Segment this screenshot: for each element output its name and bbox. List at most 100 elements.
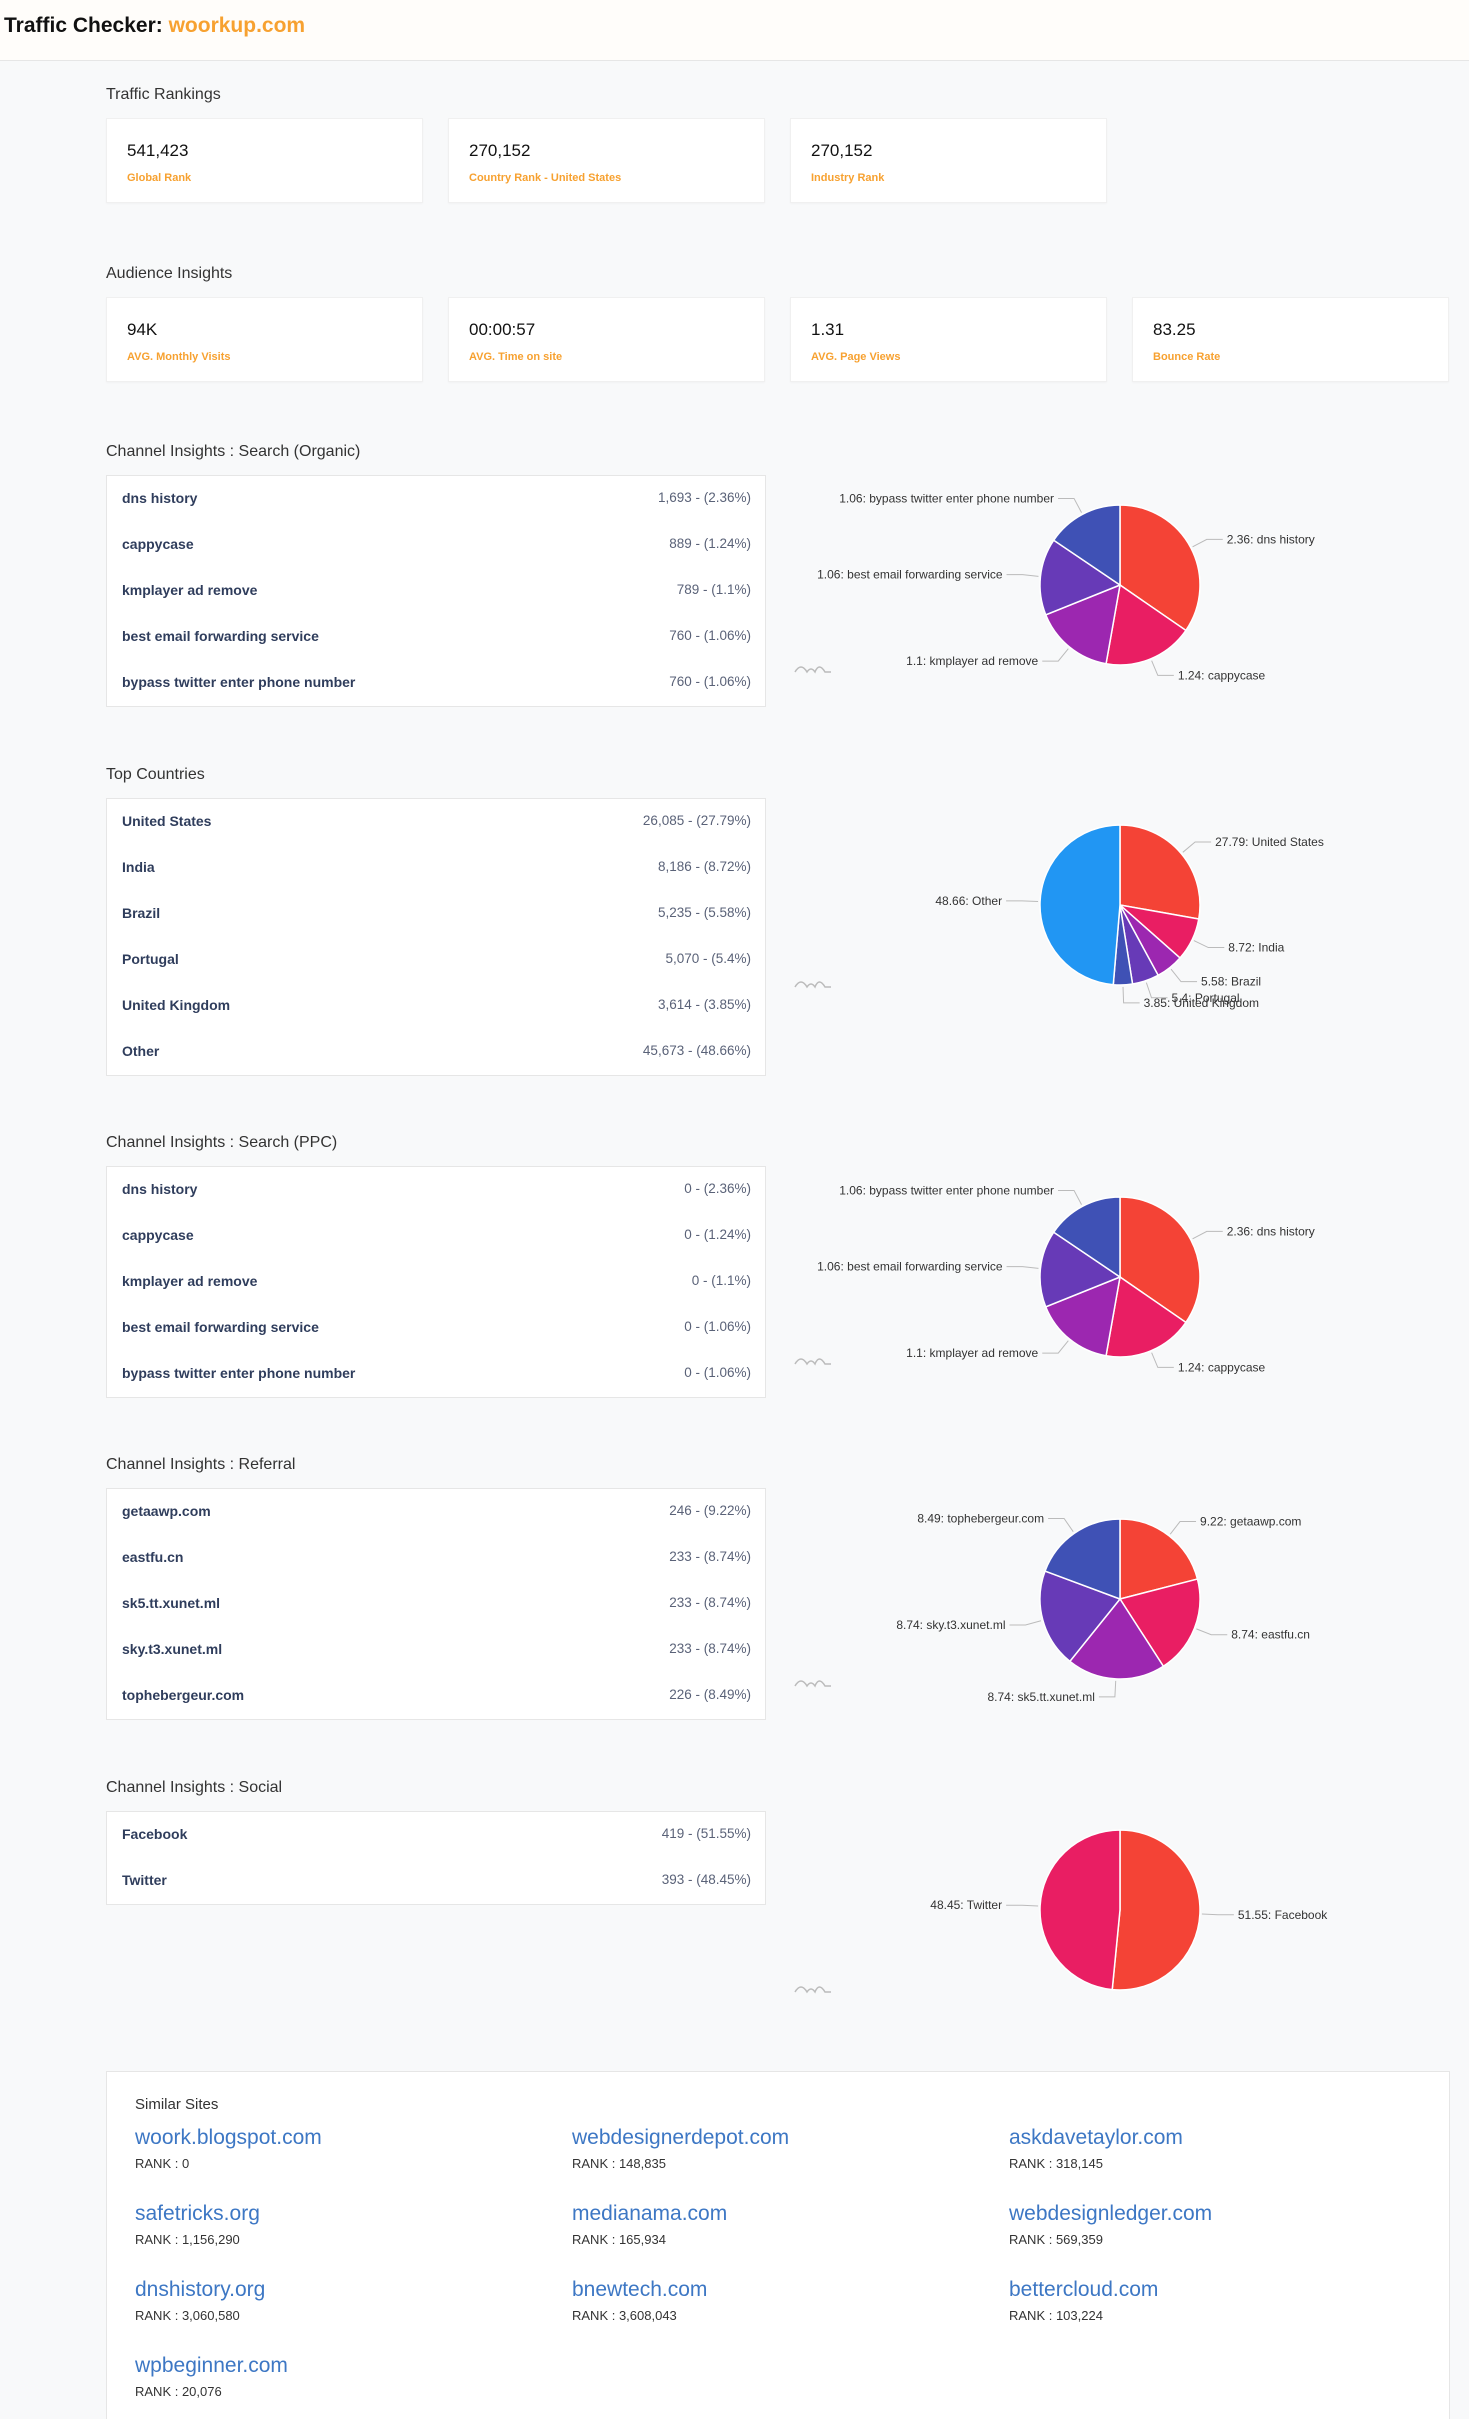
row-value: 0 - (1.1%)	[691, 1273, 751, 1288]
row-key: best email forwarding service	[122, 1319, 319, 1335]
similar-site-link[interactable]: askdavetaylor.com	[1009, 2126, 1183, 2149]
pie-slice-united-states[interactable]	[1119, 824, 1201, 920]
row-value: 0 - (2.36%)	[684, 1181, 751, 1196]
time-on-site-card: 00:00:57 AVG. Time on site	[448, 297, 765, 382]
pie-leader-line	[1048, 1518, 1074, 1532]
pie-slice-dns-history[interactable]	[1119, 504, 1201, 632]
chart-logo-icon	[794, 1680, 831, 1688]
row-value: 246 - (9.22%)	[669, 1503, 751, 1518]
pie-leader-line	[1170, 968, 1198, 983]
pie-leader-line	[1058, 1189, 1082, 1205]
pie-slice-eastfu-cn[interactable]	[1118, 1578, 1201, 1668]
pie-label: 1.24: cappycase	[1178, 1360, 1266, 1374]
organic-pie-chart: 2.36: dns history 1.24: cappycase 1.1: kmp…	[794, 491, 1315, 682]
similar-site-link[interactable]: bettercloud.com	[1009, 2278, 1159, 2301]
similar-site-link[interactable]: woork.blogspot.com	[135, 2126, 322, 2149]
pie-slice-sk5-tt-xunet-ml[interactable]	[1068, 1597, 1165, 1680]
organic-table: dns history 1,693 - (2.36%) cappycase 889 …	[106, 475, 766, 707]
row-key: Portugal	[122, 951, 179, 967]
pie-leader-line	[1193, 940, 1225, 949]
pie-slice-twitter[interactable]	[1039, 1829, 1121, 1991]
similar-site-link[interactable]: dnshistory.org	[135, 2278, 266, 2301]
row-key: sk5.tt.xunet.ml	[122, 1595, 221, 1611]
similar-site-link[interactable]: safetricks.org	[135, 2202, 260, 2225]
similar-site-link[interactable]: medianama.com	[572, 2202, 728, 2225]
pie-slice-best-email-forwarding-service[interactable]	[1039, 539, 1122, 616]
stat-label: Industry Rank	[811, 172, 885, 184]
row-key: bypass twitter enter phone number	[122, 1365, 356, 1381]
row-key: United States	[122, 813, 212, 829]
pie-slice-bypass-twitter-enter-phone-number[interactable]	[1052, 1196, 1121, 1279]
pie-leader-line	[1042, 1340, 1069, 1354]
chart-logo-icon	[794, 1986, 831, 1994]
row-value: 789 - (1.1%)	[676, 582, 751, 597]
pie-label: 48.66: Other	[935, 894, 1002, 908]
table-row: eastfu.cn 233 - (8.74%)	[107, 1535, 765, 1581]
row-value: 889 - (1.24%)	[669, 536, 751, 551]
row-key: Twitter	[122, 1872, 167, 1888]
top-countries-heading: Top Countries	[106, 766, 205, 783]
row-value: 0 - (1.06%)	[684, 1319, 751, 1334]
row-key: tophebergeur.com	[122, 1687, 245, 1703]
pie-label: 2.36: dns history	[1227, 1224, 1315, 1238]
pie-label: 8.74: sky.t3.xunet.ml	[896, 1618, 1005, 1632]
page-title-prefix: Traffic Checker	[4, 14, 156, 37]
row-value: 233 - (8.74%)	[669, 1641, 751, 1656]
pie-label: 3.85: United Kingdom	[1144, 996, 1259, 1010]
similar-site-link[interactable]: webdesignledger.com	[1009, 2202, 1213, 2225]
similar-sites-panel: Similar Sites woork.blogspot.com RANK : 0…	[106, 2071, 1450, 2419]
row-value: 5,235 - (5.58%)	[657, 905, 751, 920]
pie-slice-cappycase[interactable]	[1105, 1275, 1187, 1358]
similar-site-rank: RANK : 1,156,290	[135, 2232, 240, 2247]
pie-slice-cappycase[interactable]	[1105, 583, 1187, 666]
pie-leader-line	[1169, 1521, 1197, 1535]
pie-label: 8.74: sk5.tt.xunet.ml	[987, 1690, 1094, 1704]
global-rank-card: 541,423 Global Rank	[106, 118, 423, 203]
table-row: bypass twitter enter phone number 0 - (1.…	[107, 1351, 765, 1397]
similar-site-item: askdavetaylor.com RANK : 318,145	[1009, 2126, 1183, 2171]
chart-logo-icon	[794, 1358, 831, 1366]
pie-slice-bypass-twitter-enter-phone-number[interactable]	[1052, 504, 1121, 587]
pie-slice-facebook[interactable]	[1111, 1829, 1201, 1991]
country-rank-card: 270,152 Country Rank - United States	[448, 118, 765, 203]
pie-slice-other[interactable]	[1039, 824, 1121, 986]
pie-slice-getaawp-com[interactable]	[1119, 1518, 1199, 1600]
similar-site-link[interactable]: bnewtech.com	[572, 2278, 708, 2301]
pie-slice-dns-history[interactable]	[1119, 1196, 1201, 1324]
table-row: Facebook 419 - (51.55%)	[107, 1812, 765, 1858]
table-row: Twitter 393 - (48.45%)	[107, 1858, 765, 1904]
stat-value: 83.25	[1153, 320, 1196, 339]
stat-label: Country Rank - United States	[469, 172, 622, 184]
page-title-separator: :	[155, 14, 169, 37]
similar-site-link[interactable]: webdesignerdepot.com	[572, 2126, 790, 2149]
row-value: 0 - (1.24%)	[684, 1227, 751, 1242]
table-row: cappycase 889 - (1.24%)	[107, 522, 765, 568]
row-key: kmplayer ad remove	[122, 582, 258, 598]
pie-slice-tophebergeur-com[interactable]	[1044, 1518, 1121, 1601]
social-table: Facebook 419 - (51.55%) Twitter 393 - (48.…	[106, 1811, 766, 1905]
pie-slice-best-email-forwarding-service[interactable]	[1039, 1231, 1122, 1308]
row-value: 760 - (1.06%)	[669, 628, 751, 643]
pie-leader-line	[1192, 1230, 1223, 1240]
table-row: Portugal 5,070 - (5.4%)	[107, 937, 765, 983]
row-key: cappycase	[122, 1227, 194, 1243]
pie-slice-kmplayer-ad-remove[interactable]	[1044, 1275, 1121, 1357]
table-row: sk5.tt.xunet.ml 233 - (8.74%)	[107, 1581, 765, 1627]
table-row: sky.t3.xunet.ml 233 - (8.74%)	[107, 1627, 765, 1673]
stat-value: 94K	[127, 320, 158, 339]
page-title-domain: woorkup.com	[168, 14, 306, 37]
stat-label: AVG. Page Views	[811, 351, 901, 363]
pie-slice-kmplayer-ad-remove[interactable]	[1044, 583, 1121, 665]
row-key: Other	[122, 1043, 160, 1059]
row-value: 45,673 - (48.66%)	[642, 1043, 751, 1058]
pie-slice-sky-t3-xunet-ml[interactable]	[1039, 1570, 1122, 1663]
table-row: best email forwarding service 0 - (1.06%)	[107, 1305, 765, 1351]
pie-label: 2.36: dns history	[1227, 532, 1315, 546]
row-value: 233 - (8.74%)	[669, 1549, 751, 1564]
table-row: dns history 0 - (2.36%)	[107, 1167, 765, 1213]
similar-site-link[interactable]: wpbeginner.com	[135, 2354, 288, 2377]
pie-leader-line	[1196, 1628, 1228, 1636]
stat-value: 00:00:57	[469, 320, 536, 339]
pie-leader-line	[1009, 1620, 1042, 1626]
row-value: 233 - (8.74%)	[669, 1595, 751, 1610]
